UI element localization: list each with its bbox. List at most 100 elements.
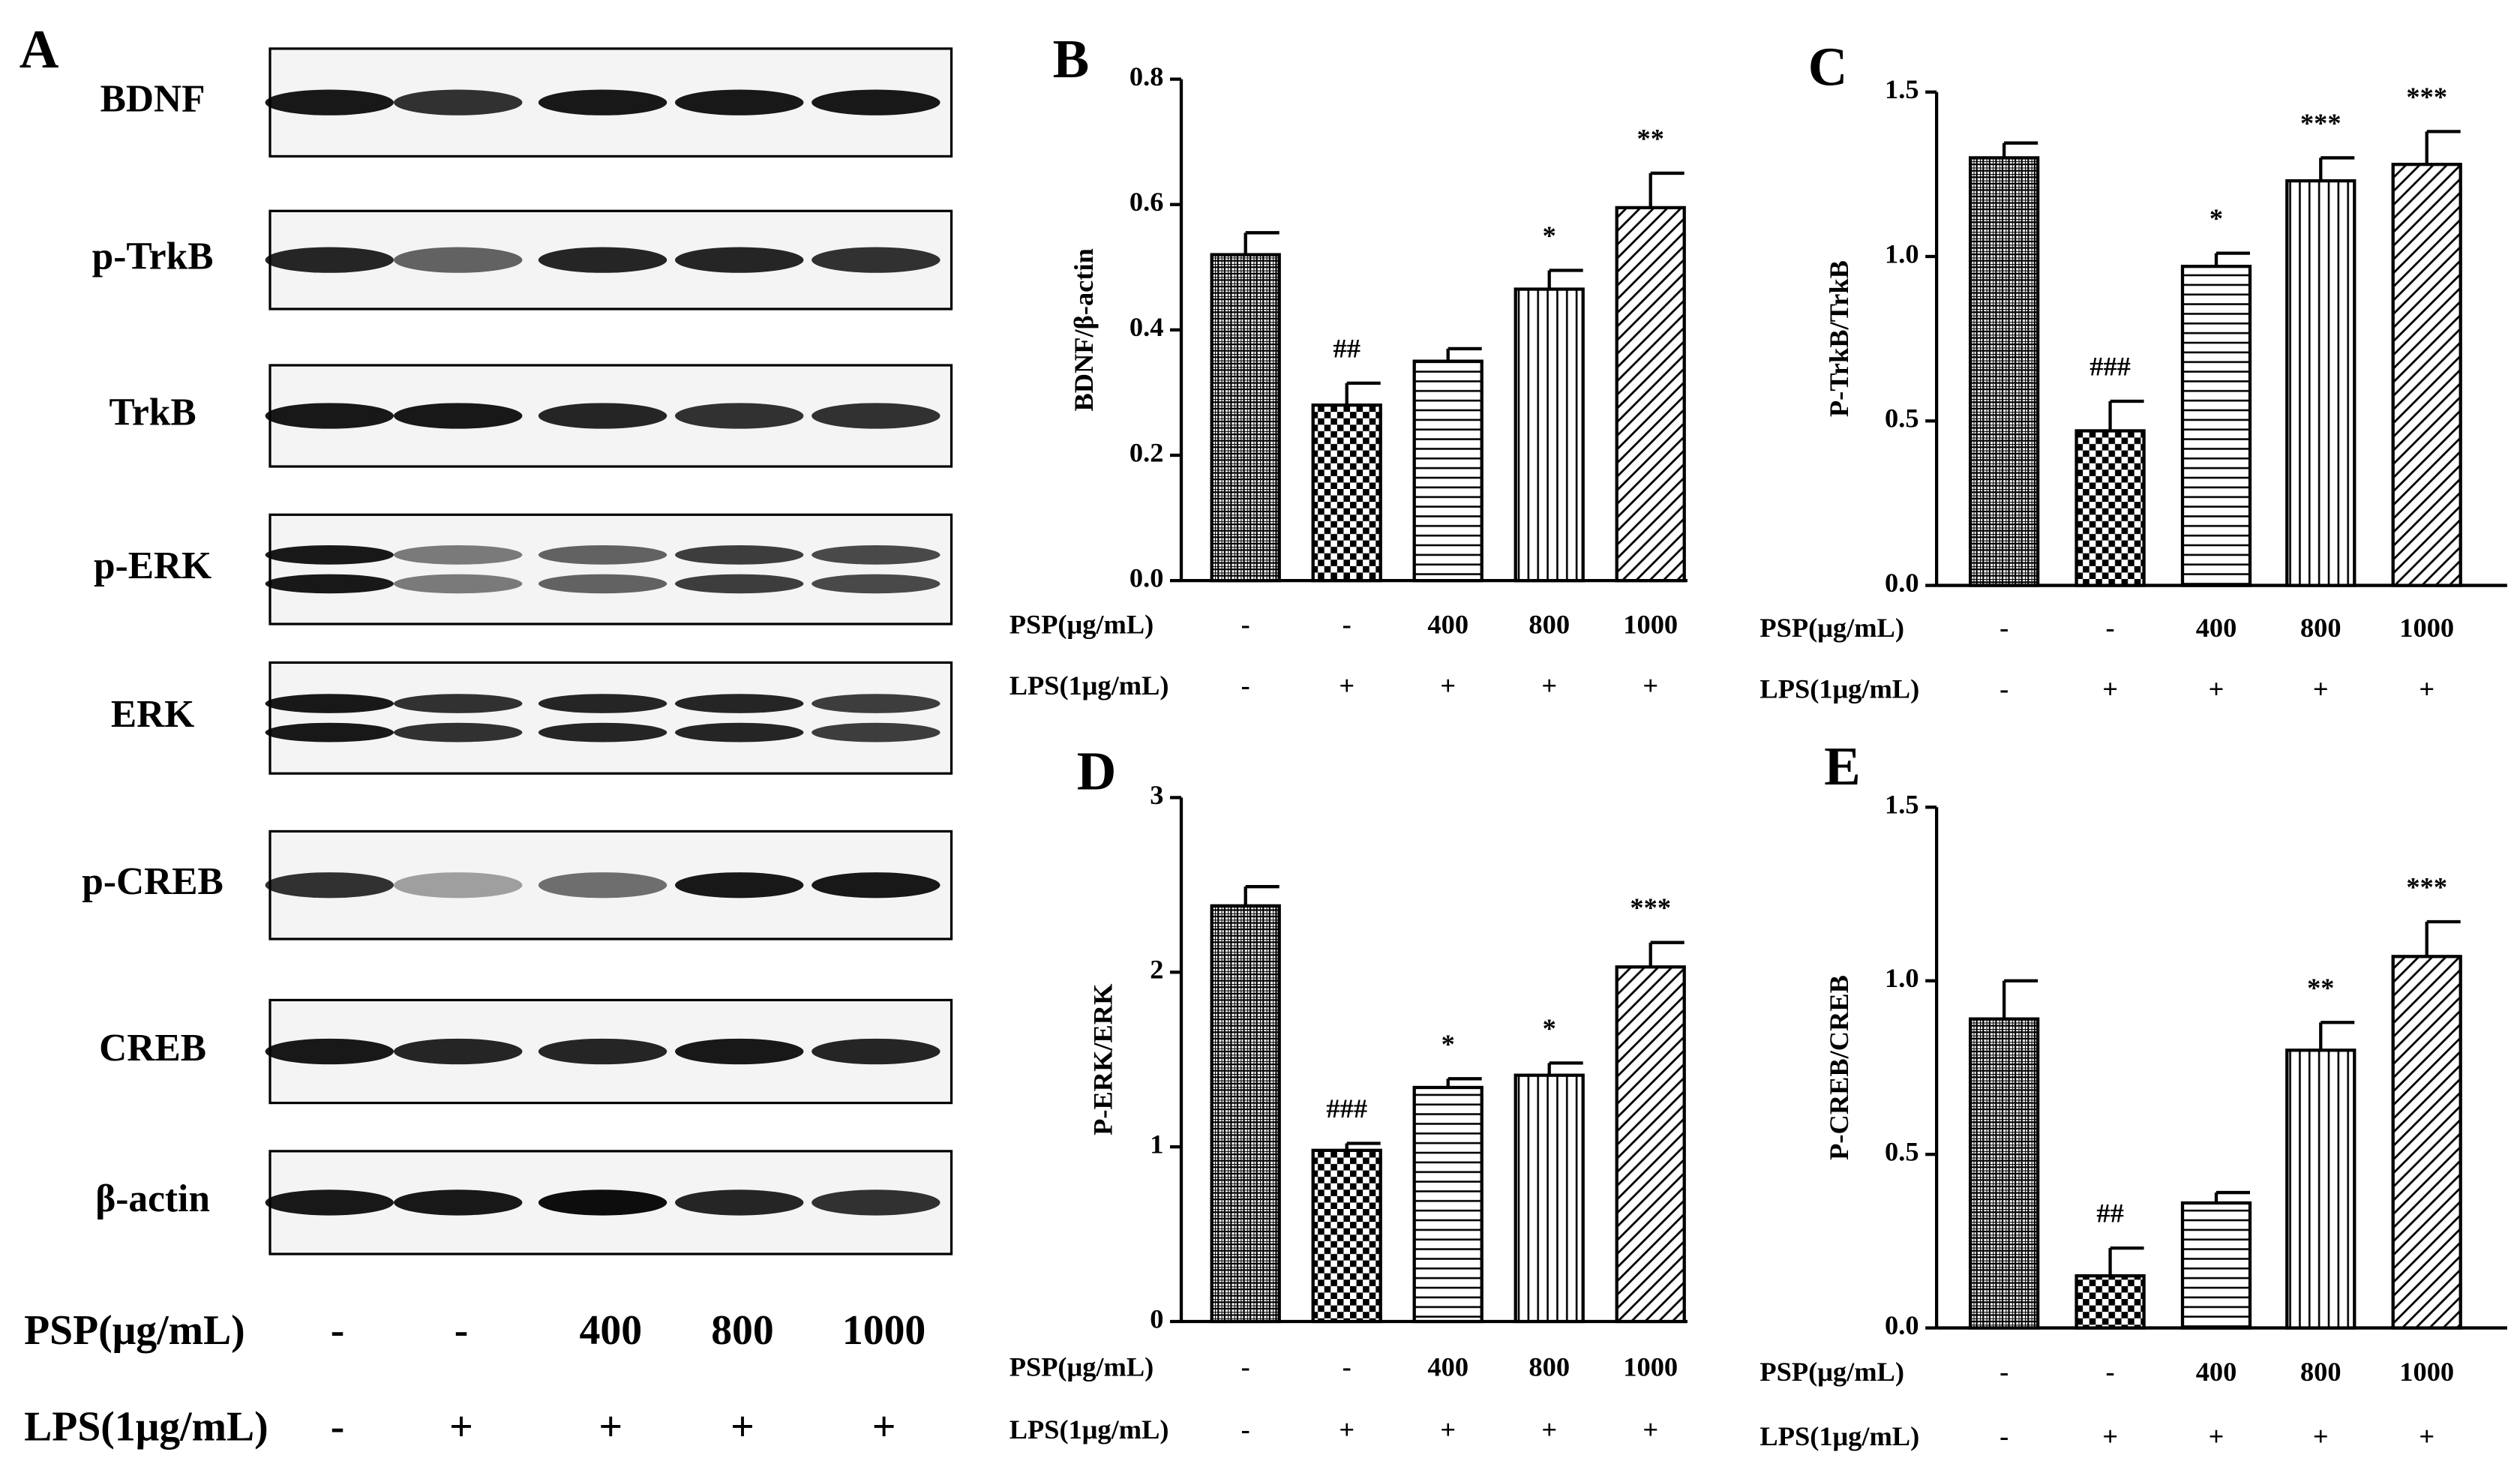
error-bar: [1547, 1061, 1583, 1076]
blot-band: [265, 694, 394, 713]
treatment-value: +: [2313, 674, 2329, 704]
significance-label: ***: [2406, 82, 2447, 112]
blot-band: [538, 247, 668, 273]
y-tick-label: 1: [1150, 1130, 1163, 1160]
treatment-value: -: [331, 1307, 345, 1354]
y-tick-label: 1.5: [1885, 790, 1919, 820]
significance-label: *: [2210, 203, 2223, 233]
y-tick-label: 1.0: [1885, 963, 1919, 993]
bar: [1311, 404, 1382, 583]
y-tick-label: 0.2: [1130, 437, 1164, 467]
treatment-value: -: [2106, 613, 2115, 643]
blot-band: [675, 89, 804, 116]
treatment-value: -: [2000, 1357, 2008, 1387]
blot-row-label: p-CREB: [82, 860, 224, 903]
error-bar: [1345, 381, 1381, 406]
blot-band: [675, 574, 804, 594]
treatment-value: +: [1339, 1414, 1354, 1444]
blot-band: [265, 545, 394, 565]
blot-band: [265, 1038, 394, 1065]
error-bar: [2425, 920, 2461, 957]
blot-band: [538, 872, 668, 898]
bar: [2391, 163, 2462, 587]
treatment-value: +: [1440, 670, 1456, 700]
significance-label: ***: [2300, 108, 2342, 138]
treatment-value: +: [2209, 674, 2224, 704]
y-axis-label: BDNF/β-actin: [1069, 248, 1099, 411]
blot-band: [538, 574, 668, 594]
blot-band: [538, 1038, 668, 1065]
error-bar: [2002, 979, 2038, 1019]
blot-band: [812, 574, 940, 594]
treatment-value: 1000: [2399, 613, 2454, 643]
blot-band: [394, 722, 523, 742]
y-tick-label: 0.5: [1885, 404, 1919, 434]
blot-band: [538, 1190, 668, 1216]
bar: [1968, 156, 2040, 587]
treatment-label: LPS(1μg/mL): [24, 1403, 268, 1450]
blot-band: [394, 403, 523, 429]
blot-band: [675, 694, 804, 713]
treatment-value: +: [2209, 1421, 2224, 1451]
error-bar: [2214, 251, 2250, 267]
treatment-value: +: [1339, 670, 1354, 700]
blot-band: [265, 247, 394, 273]
treatment-value: +: [2313, 1421, 2329, 1451]
treatment-label: LPS(1μg/mL): [1010, 670, 1169, 700]
bar: [2074, 429, 2146, 587]
blot-band: [265, 1190, 394, 1216]
error-bar: [2214, 1190, 2250, 1203]
blot-band: [812, 403, 940, 429]
y-tick-label: 1.5: [1885, 74, 1919, 104]
treatment-value: +: [2419, 674, 2434, 704]
error-bar: [1446, 1077, 1482, 1088]
bar: [1968, 1017, 2040, 1330]
error-bar: [1345, 1142, 1381, 1150]
treatment-value: 400: [2196, 1357, 2237, 1387]
significance-label: ###: [2090, 351, 2131, 381]
blot-band: [394, 1038, 523, 1065]
treatment-label: PSP(μg/mL): [1760, 613, 1904, 643]
bar: [1514, 1073, 1585, 1324]
treatment-value: -: [1241, 1352, 1250, 1382]
treatment-value: 800: [1528, 1352, 1570, 1382]
significance-label: **: [1637, 123, 1664, 153]
blot-box: [268, 513, 953, 626]
treatment-value: 400: [2196, 613, 2237, 643]
significance-label: ##: [1334, 333, 1360, 363]
treatment-value: -: [1241, 610, 1250, 640]
bar: [1412, 1085, 1484, 1324]
significance-label: ###: [1326, 1094, 1367, 1124]
blot-box: [268, 661, 953, 775]
treatment-value: 1000: [1623, 1352, 1678, 1382]
bar: [2285, 1048, 2356, 1330]
significance-label: *: [1543, 1013, 1556, 1043]
blot-band: [812, 694, 940, 713]
blot-band: [265, 574, 394, 594]
error-bar: [2002, 141, 2038, 158]
significance-label: ***: [1630, 892, 1671, 922]
blot-band: [394, 89, 523, 116]
blot-row-label: CREB: [99, 1027, 206, 1070]
y-tick-label: 3: [1150, 780, 1163, 810]
y-tick-label: 0.4: [1130, 312, 1164, 342]
treatment-value: 800: [1528, 610, 1570, 640]
blot-band: [675, 1190, 804, 1216]
error-bar: [1648, 171, 1684, 208]
treatment-label: PSP(μg/mL): [1760, 1357, 1904, 1387]
blot-band: [675, 545, 804, 565]
treatment-value: -: [1342, 610, 1352, 640]
treatment-label: PSP(μg/mL): [1010, 1352, 1154, 1382]
blot-band: [538, 545, 668, 565]
treatment-value: -: [1241, 670, 1250, 700]
y-axis-label: P-CREB/CREB: [1824, 975, 1854, 1160]
blot-band: [675, 872, 804, 898]
blot-band: [675, 1038, 804, 1065]
treatment-value: 400: [1427, 1352, 1468, 1382]
bar: [1615, 965, 1686, 1324]
y-tick-label: 0: [1150, 1304, 1163, 1334]
blot-band: [812, 247, 940, 273]
error-bar: [2108, 1246, 2144, 1276]
blot-band: [538, 722, 668, 742]
blot-band: [812, 1038, 940, 1065]
